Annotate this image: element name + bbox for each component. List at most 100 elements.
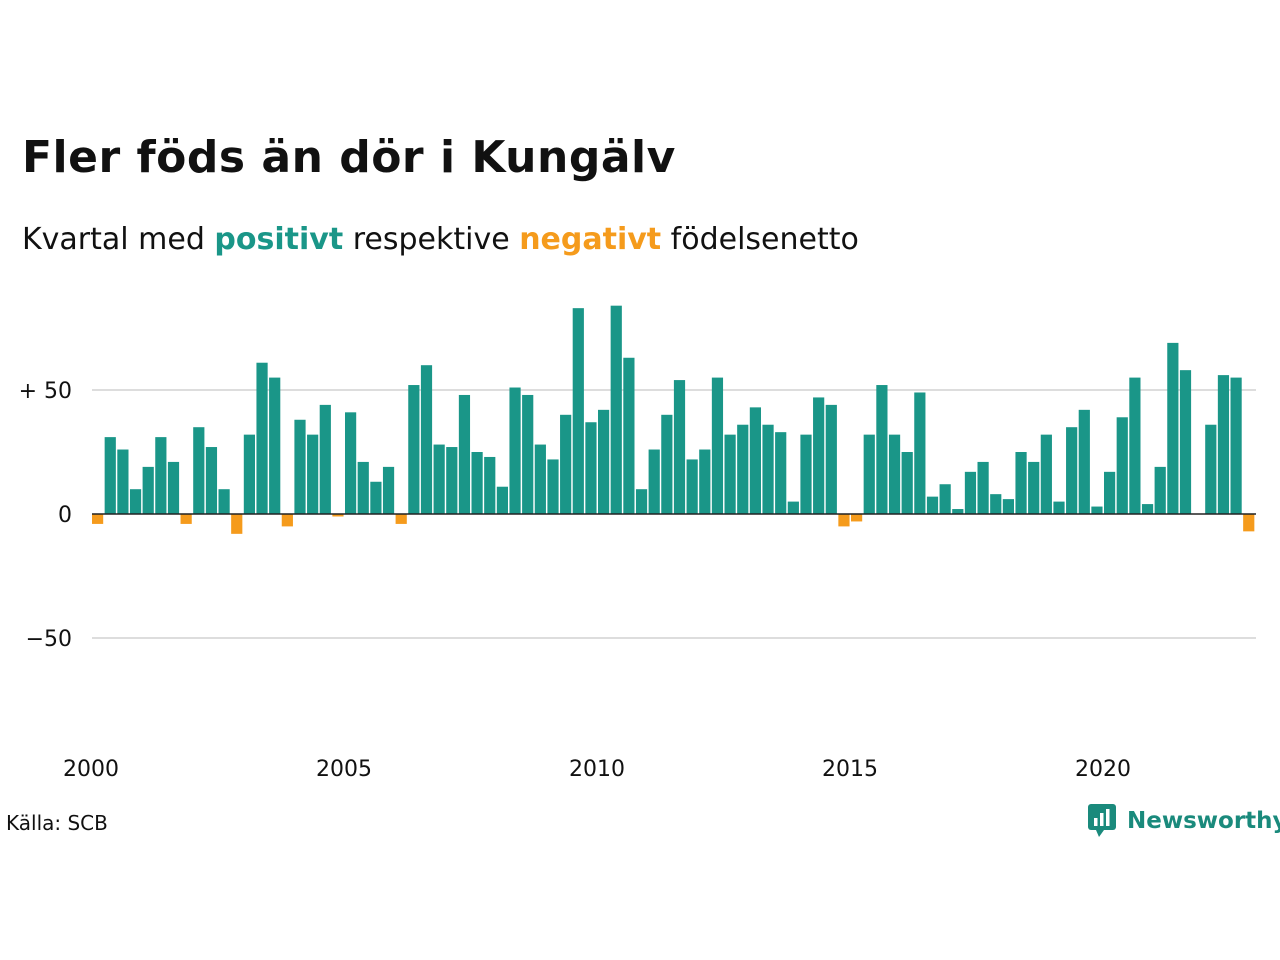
bar-negative xyxy=(332,514,344,517)
source-note: Källa: SCB xyxy=(6,811,108,835)
subtitle-positive-label: positivt xyxy=(214,222,344,257)
bar-positive xyxy=(205,447,218,514)
chart-subtitle: Kvartal med positivt respektive negativt… xyxy=(22,222,859,257)
bar-positive xyxy=(420,365,433,514)
bar-negative xyxy=(92,514,104,524)
subtitle-middle: respektive xyxy=(343,222,520,257)
bar-positive xyxy=(243,434,255,514)
bar-positive xyxy=(471,452,483,514)
bar-positive xyxy=(269,377,281,514)
bar-negative xyxy=(281,514,293,527)
bar-positive xyxy=(749,407,761,514)
bar-positive xyxy=(218,489,230,514)
bar-positive xyxy=(167,461,180,514)
bar-positive xyxy=(661,414,673,514)
bar-positive xyxy=(522,394,534,514)
x-tick-label: 2015 xyxy=(822,757,878,782)
bar-positive xyxy=(1217,375,1230,514)
bar-positive xyxy=(129,489,142,514)
bar-positive xyxy=(977,461,989,514)
subtitle-suffix: födelsenetto xyxy=(661,222,859,257)
bar-negative xyxy=(231,514,243,534)
bar-positive xyxy=(193,427,205,514)
bar-positive xyxy=(914,392,926,514)
bar-positive xyxy=(1129,377,1141,514)
bar-positive xyxy=(572,308,584,514)
bar-positive xyxy=(876,385,888,514)
bar-positive xyxy=(1179,370,1192,514)
bar-positive xyxy=(585,422,597,514)
x-tick-label: 2020 xyxy=(1075,757,1131,782)
bar-positive xyxy=(673,380,686,514)
x-tick-label: 2005 xyxy=(316,757,372,782)
bar-positive xyxy=(1053,501,1065,514)
bar-positive xyxy=(813,397,825,514)
bar-positive xyxy=(762,424,774,514)
bar-positive xyxy=(990,494,1002,514)
newsworthy-logo-icon xyxy=(1088,804,1116,837)
bar-positive xyxy=(623,357,635,514)
bar-negative xyxy=(838,514,850,527)
bar-positive xyxy=(1230,377,1242,514)
bar-positive xyxy=(825,404,837,514)
bar-positive xyxy=(964,471,977,514)
bar-positive xyxy=(800,434,812,514)
bar-positive xyxy=(142,466,154,514)
chart-title: Fler föds än dör i Kungälv xyxy=(22,132,676,183)
bar-positive xyxy=(901,452,913,514)
bar-positive xyxy=(155,437,167,514)
bar-positive xyxy=(775,432,787,514)
bar-positive xyxy=(939,484,951,514)
bar-positive xyxy=(307,434,319,514)
bar-positive xyxy=(458,394,471,514)
bar-positive xyxy=(1091,506,1103,514)
bar-positive xyxy=(1028,461,1040,514)
axis-layer: + 50 0 −50 2000 2005 2010 2015 2020 xyxy=(19,379,1256,782)
bar-positive xyxy=(319,404,331,514)
bar-positive xyxy=(787,501,799,514)
bar-positive xyxy=(357,461,369,514)
bar-chart: + 50 0 −50 2000 2005 2010 2015 2020 xyxy=(19,305,1256,782)
bar-positive xyxy=(509,387,521,514)
bar-positive xyxy=(1167,342,1179,514)
bar-positive xyxy=(1078,409,1090,514)
bar-positive xyxy=(560,414,572,514)
bar-positive xyxy=(1141,504,1154,514)
bar-positive xyxy=(345,412,357,514)
bar-positive xyxy=(598,409,610,514)
y-tick-label: −50 xyxy=(26,627,72,652)
bar-positive xyxy=(534,444,546,514)
bar-positive xyxy=(888,434,901,514)
bar-positive xyxy=(610,305,622,514)
bar-positive xyxy=(711,377,724,514)
bar-positive xyxy=(1066,427,1078,514)
bar-positive xyxy=(1002,499,1014,514)
bar-positive xyxy=(1116,417,1128,514)
bar-positive xyxy=(382,466,395,514)
bar-positive xyxy=(737,424,749,514)
bar-positive xyxy=(952,509,964,514)
bar-positive xyxy=(1040,434,1052,514)
brand-name: Newsworthy xyxy=(1127,808,1280,834)
bar-positive xyxy=(863,434,875,514)
newsworthy-brand[interactable]: Newsworthy xyxy=(1087,803,1280,839)
bar-positive xyxy=(256,362,268,514)
bar-positive xyxy=(547,459,559,514)
bar-positive xyxy=(648,449,660,514)
bar-positive xyxy=(104,437,116,514)
bar-positive xyxy=(1015,452,1027,514)
bar-positive xyxy=(433,444,445,514)
x-tick-label: 2000 xyxy=(63,757,119,782)
bar-positive xyxy=(446,447,458,514)
subtitle-prefix: Kvartal med xyxy=(22,222,215,257)
y-tick-label: + 50 xyxy=(19,379,72,404)
bar-positive xyxy=(686,459,698,514)
x-tick-label: 2010 xyxy=(569,757,625,782)
bar-positive xyxy=(294,419,306,514)
bar-positive xyxy=(1104,471,1116,514)
bar-positive xyxy=(635,489,648,514)
bar-positive xyxy=(408,385,420,514)
bar-negative xyxy=(1243,514,1255,532)
bar-positive xyxy=(1205,424,1217,514)
bar-positive xyxy=(724,434,736,514)
